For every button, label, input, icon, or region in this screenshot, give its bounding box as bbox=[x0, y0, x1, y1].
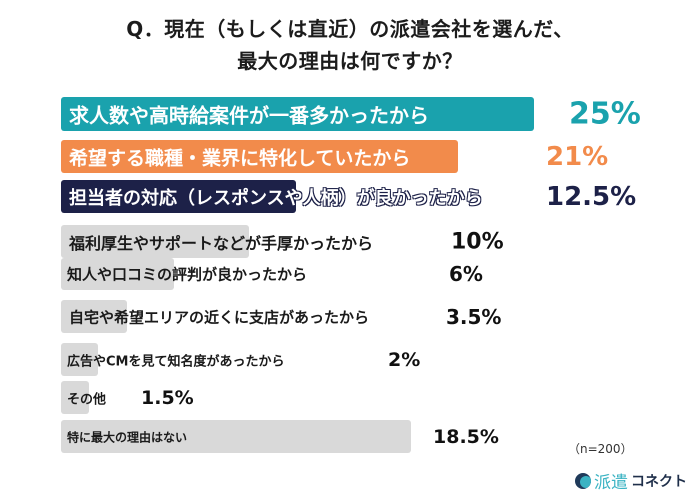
bar-row: 知人や口コミの評判が良かったから 6% bbox=[61, 258, 661, 290]
bar bbox=[61, 343, 98, 376]
logo-mark-icon bbox=[575, 472, 591, 489]
bar-value: 10% bbox=[451, 229, 504, 254]
bar-row: 担当者の対応（レスポンスや人柄）が良かったから 12.5% bbox=[61, 180, 661, 213]
bar-row: 広告やCMを見て知名度があったから 2% bbox=[61, 343, 661, 376]
bar-label: 福利厚生やサポートなどが手厚かったから bbox=[69, 233, 374, 253]
bar-value: 6% bbox=[449, 262, 483, 286]
bar-row: 希望する職種・業界に特化していたから 21% bbox=[61, 140, 661, 173]
bar-label: 自宅や希望エリアの近くに支店があったから bbox=[69, 308, 370, 326]
bar-label: 特に最大の理由はない bbox=[67, 430, 188, 444]
bar bbox=[61, 381, 89, 414]
bar-value: 25% bbox=[569, 96, 641, 132]
bar bbox=[61, 225, 249, 258]
sample-size-note: （n=200） bbox=[568, 442, 633, 456]
bar-label: その他 bbox=[67, 392, 107, 407]
bar-value: 1.5% bbox=[141, 386, 194, 409]
chart-title-line2: 最大の理由は何ですか？ bbox=[237, 49, 463, 73]
bar-label: 知人や口コミの評判が良かったから bbox=[67, 265, 308, 284]
bar-label: 担当者の対応（レスポンスや人柄）が良かったから bbox=[69, 187, 483, 209]
bar-value: 3.5% bbox=[446, 304, 502, 329]
bar-row: 福利厚生やサポートなどが手厚かったから 10% bbox=[61, 225, 661, 258]
logo-text-kanji: 派遣 bbox=[594, 473, 628, 493]
bar bbox=[61, 180, 296, 213]
bar-row: その他 1.5% bbox=[61, 381, 661, 414]
brand-logo: 派遣 コネクト bbox=[575, 468, 687, 493]
bar-row: 自宅や希望エリアの近くに支店があったから 3.5% bbox=[61, 300, 661, 333]
bar-value: 2% bbox=[388, 348, 421, 371]
bar-value: 21% bbox=[546, 141, 609, 172]
bar bbox=[61, 300, 127, 333]
bar bbox=[61, 258, 174, 290]
bar-label: 広告やCMを見て知名度があったから bbox=[67, 354, 285, 369]
logo-text-kana: コネクト bbox=[631, 473, 687, 490]
chart-title-line1: Q．現在（もしくは直近）の派遣会社を選んだ、 bbox=[126, 17, 574, 41]
bar-row: 求人数や高時給案件が一番多かったから 25% bbox=[61, 96, 661, 132]
bar-label: 希望する職種・業界に特化していたから bbox=[69, 147, 411, 169]
bar-label: 求人数や高時給案件が一番多かったから bbox=[69, 103, 429, 128]
bar bbox=[61, 97, 534, 131]
bar bbox=[61, 140, 458, 173]
bar-value: 18.5% bbox=[433, 425, 499, 448]
bar-value: 12.5% bbox=[546, 181, 637, 212]
bar bbox=[61, 420, 411, 453]
bar-row: 特に最大の理由はない 18.5% bbox=[61, 420, 661, 453]
